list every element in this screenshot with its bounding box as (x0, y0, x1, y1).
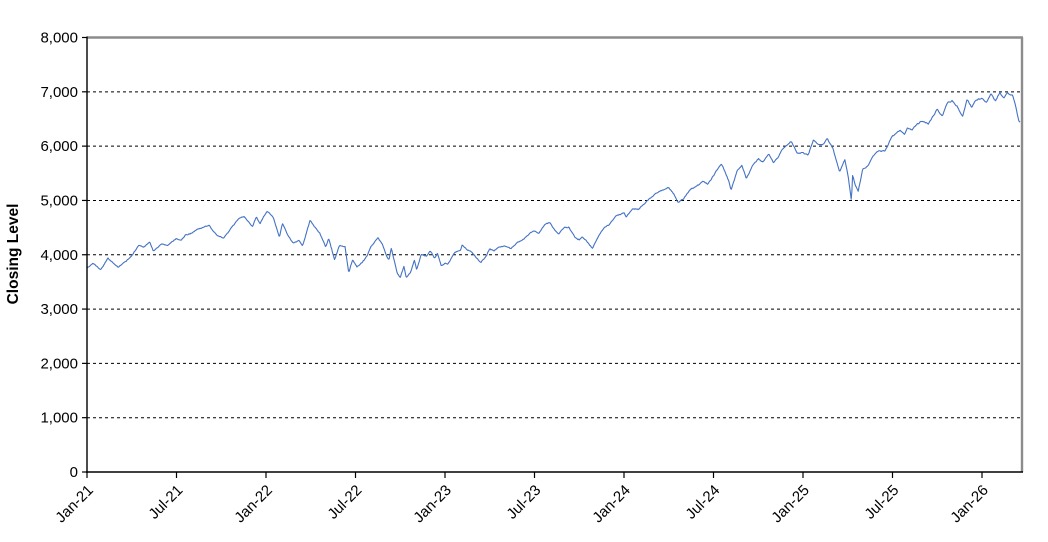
x-tick-label: Jan-22 (231, 482, 275, 526)
y-gridlines (87, 91, 1022, 419)
y-tick-label: 1,000 (40, 410, 78, 427)
y-axis: 0 1,000 2,000 3,000 4,000 5,000 6,000 7,000 8,00… (40, 30, 88, 481)
x-tick-label: Jan-25 (768, 482, 812, 526)
x-tick-label: Jul-21 (145, 482, 186, 523)
y-axis-title: Closing Level (5, 204, 22, 305)
x-tick-label: Jan-26 (947, 482, 991, 526)
x-axis: Jan-21 Jul-21 Jan-22 Jul-22 Jan-23 Jul-23 Jan-… (52, 471, 1023, 526)
x-tick-label: Jan-24 (589, 482, 633, 526)
y-tick-label: 7,000 (40, 84, 78, 101)
y-tick-label: 8,000 (40, 30, 78, 47)
x-tick-label: Jul-22 (324, 482, 365, 523)
y-tick-label: 5,000 (40, 192, 78, 209)
y-tick-label: 6,000 (40, 138, 78, 155)
closing-level-line (86, 92, 1021, 278)
plot-border (87, 36, 1024, 472)
x-tick-label: Jul-24 (682, 482, 723, 523)
x-tick-label: Jan-23 (410, 482, 454, 526)
y-tick-label: 0 (70, 464, 78, 481)
x-tick-label: Jul-25 (861, 482, 902, 523)
y-tick-label: 4,000 (40, 247, 78, 264)
x-tick-label: Jul-23 (503, 482, 544, 523)
y-tick-label: 2,000 (40, 355, 78, 372)
price-line-series (86, 92, 1021, 278)
x-tick-label: Jan-21 (52, 482, 96, 526)
y-tick-label: 3,000 (40, 301, 78, 318)
